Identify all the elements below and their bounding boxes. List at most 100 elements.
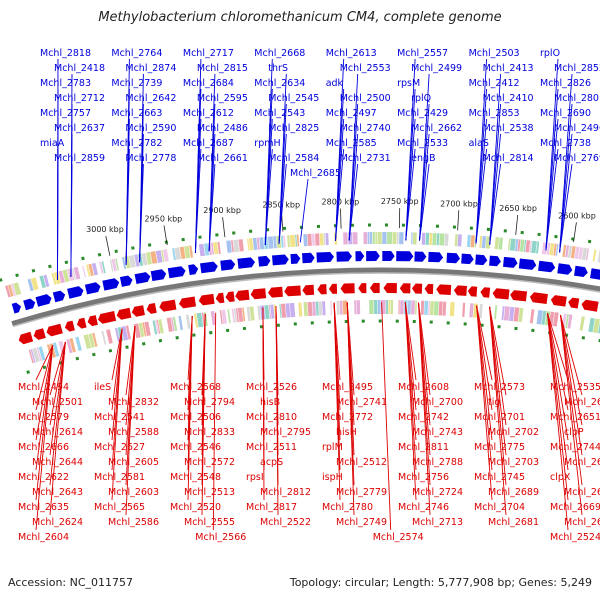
reverse-gene-arrow[interactable]: [510, 290, 528, 302]
label-leader-line: [125, 326, 136, 516]
forward-gene-arrow[interactable]: [574, 265, 588, 277]
forward-gene-arrow[interactable]: [167, 266, 186, 279]
forward-gene-arrow[interactable]: [237, 257, 255, 269]
forward-gene-arrow[interactable]: [336, 251, 352, 262]
forward-gene-arrow[interactable]: [316, 252, 334, 263]
forward-gene-arrow[interactable]: [475, 254, 488, 266]
reverse-gene-arrow[interactable]: [369, 283, 380, 293]
reverse-gene-arrow[interactable]: [328, 283, 338, 294]
gene-label: Mchl_2853: [469, 108, 520, 119]
cog-band: [387, 232, 393, 245]
forward-gene-arrow[interactable]: [119, 275, 133, 287]
reverse-gene-arrow[interactable]: [492, 288, 510, 300]
forward-gene-arrow[interactable]: [52, 290, 66, 303]
forward-gene-arrow[interactable]: [290, 253, 301, 264]
label-leader-line: [547, 313, 569, 471]
reverse-gene-arrow[interactable]: [198, 293, 215, 306]
forward-gene-arrow[interactable]: [590, 268, 600, 280]
gene-label: tig: [488, 397, 500, 408]
reverse-gene-arrow[interactable]: [453, 285, 467, 296]
forward-gene-arrow[interactable]: [67, 286, 84, 299]
reverse-gene-arrow[interactable]: [46, 323, 63, 337]
reverse-gene-arrow[interactable]: [467, 286, 478, 297]
reverse-gene-arrow[interactable]: [76, 317, 87, 329]
reverse-gene-arrow[interactable]: [302, 284, 315, 296]
reverse-gene-arrow[interactable]: [33, 328, 46, 340]
forward-gene-arrow[interactable]: [489, 255, 501, 267]
forward-gene-arrow[interactable]: [518, 258, 537, 270]
label-leader-line: [476, 305, 493, 411]
reverse-gene-arrow[interactable]: [317, 284, 327, 295]
forward-gene-arrow[interactable]: [272, 254, 289, 266]
reverse-gene-arrow[interactable]: [568, 297, 580, 309]
forward-gene-arrow[interactable]: [503, 256, 518, 268]
cog-band: [226, 240, 232, 253]
reverse-gene-arrow[interactable]: [146, 303, 157, 314]
reverse-gene-arrow[interactable]: [225, 291, 235, 302]
reverse-gene-arrow[interactable]: [424, 283, 434, 295]
forward-gene-arrow[interactable]: [11, 302, 21, 314]
label-leader-line: [559, 133, 573, 253]
forward-gene-arrow[interactable]: [355, 251, 365, 262]
forward-gene-arrow[interactable]: [557, 263, 573, 275]
cog-band: [106, 329, 113, 344]
forward-gene-arrow[interactable]: [150, 269, 167, 282]
cog-band: [378, 232, 382, 244]
gene-label: rpsI: [246, 472, 264, 483]
forward-gene-arrow[interactable]: [220, 259, 236, 271]
forward-gene-arrow[interactable]: [366, 251, 380, 262]
gene-label: Mchl_2801: [554, 93, 600, 104]
reverse-gene-arrow[interactable]: [235, 289, 250, 301]
forward-gene-arrow[interactable]: [446, 252, 461, 264]
forward-gene-arrow[interactable]: [84, 282, 101, 295]
reverse-gene-arrow[interactable]: [64, 320, 75, 332]
forward-gene-arrow[interactable]: [258, 255, 271, 267]
label-leader-line: [404, 302, 417, 381]
reverse-gene-arrow[interactable]: [159, 299, 177, 312]
forward-gene-arrow[interactable]: [538, 260, 556, 273]
cog-band: [201, 312, 206, 327]
reverse-gene-arrow[interactable]: [87, 315, 98, 327]
reverse-gene-arrow[interactable]: [116, 307, 132, 320]
reverse-gene-arrow[interactable]: [412, 283, 423, 294]
cog-band: [62, 269, 70, 283]
label-leader-line: [49, 341, 66, 426]
forward-gene-arrow[interactable]: [23, 298, 36, 311]
reverse-gene-arrow[interactable]: [436, 284, 452, 295]
forward-gene-arrow[interactable]: [188, 264, 199, 275]
cog-band: [161, 249, 165, 262]
cog-band: [518, 307, 524, 323]
reverse-gene-arrow[interactable]: [399, 283, 411, 294]
forward-gene-arrow[interactable]: [134, 272, 151, 284]
forward-gene-arrow[interactable]: [102, 278, 120, 291]
forward-gene-arrow[interactable]: [461, 253, 474, 265]
forward-gene-arrow[interactable]: [428, 251, 444, 263]
reverse-gene-arrow[interactable]: [284, 285, 301, 297]
forward-gene-arrow[interactable]: [382, 251, 395, 261]
reverse-gene-arrow[interactable]: [250, 288, 267, 300]
reverse-gene-arrow[interactable]: [98, 311, 117, 324]
reverse-gene-arrow[interactable]: [179, 296, 196, 309]
reverse-gene-arrow[interactable]: [215, 292, 225, 304]
reverse-gene-arrow[interactable]: [529, 292, 548, 304]
cog-band: [172, 316, 178, 331]
reverse-gene-arrow[interactable]: [18, 331, 34, 345]
cog-band: [247, 238, 250, 251]
cog-band: [315, 233, 320, 246]
forward-gene-arrow[interactable]: [35, 294, 52, 307]
reverse-cog-ring: [28, 300, 600, 364]
reverse-gene-arrow[interactable]: [550, 295, 567, 307]
cog-band: [121, 256, 127, 270]
forward-gene-arrow[interactable]: [396, 251, 414, 262]
forward-gene-arrow[interactable]: [414, 251, 427, 262]
reverse-gene-arrow[interactable]: [268, 286, 283, 298]
reverse-gene-arrow[interactable]: [383, 283, 397, 294]
reverse-gene-arrow[interactable]: [480, 287, 491, 298]
forward-gene-arrow[interactable]: [200, 261, 218, 274]
forward-gene-arrow[interactable]: [302, 252, 315, 264]
reverse-gene-arrow[interactable]: [581, 299, 599, 312]
reverse-gene-arrow[interactable]: [131, 305, 145, 317]
reverse-gene-arrow[interactable]: [358, 283, 367, 294]
reverse-gene-arrow[interactable]: [340, 283, 355, 294]
